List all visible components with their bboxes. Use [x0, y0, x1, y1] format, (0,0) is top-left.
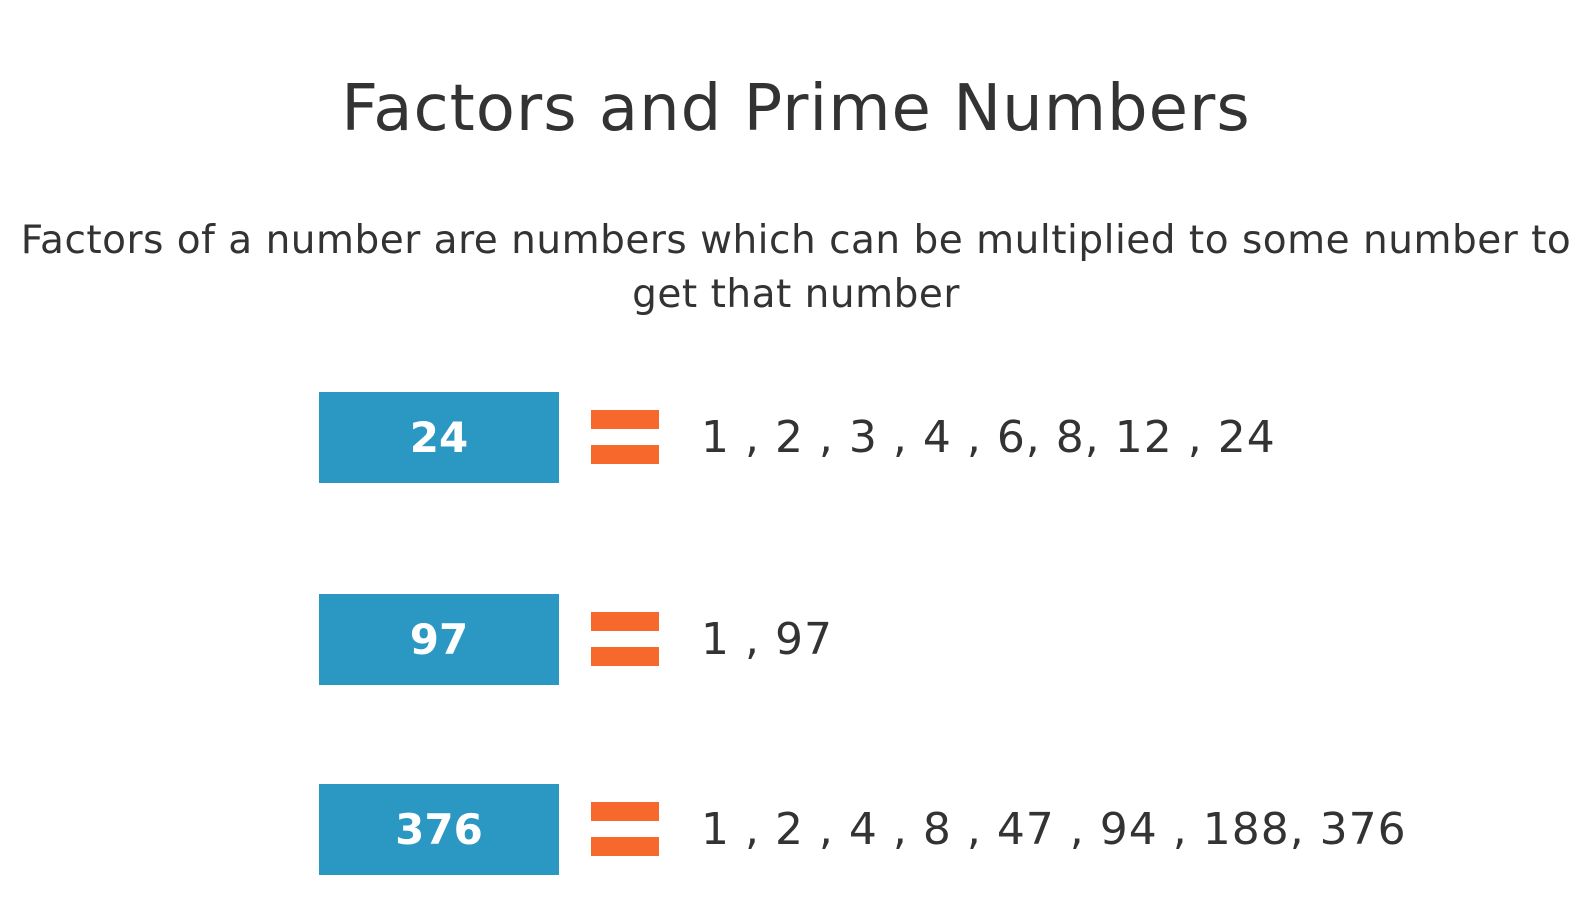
factor-example-row: 24 1 , 2 , 3 , 4 , 6, 8, 12 , 24 [319, 392, 1519, 483]
equals-icon [591, 802, 659, 856]
number-box: 24 [319, 392, 559, 483]
number-box: 376 [319, 784, 559, 875]
factor-list: 1 , 2 , 4 , 8 , 47 , 94 , 188, 376 [701, 804, 1407, 855]
factor-list: 1 , 2 , 3 , 4 , 6, 8, 12 , 24 [701, 412, 1276, 463]
factor-list: 1 , 97 [701, 614, 833, 665]
definition-text: Factors of a number are numbers which ca… [20, 218, 1572, 317]
slide-title: Factors and Prime Numbers [341, 72, 1251, 146]
equals-icon [591, 410, 659, 464]
number-box: 97 [319, 594, 559, 685]
factor-example-row: 97 1 , 97 [319, 594, 1519, 685]
equals-icon [591, 612, 659, 666]
factor-example-row: 376 1 , 2 , 4 , 8 , 47 , 94 , 188, 376 [319, 784, 1519, 875]
